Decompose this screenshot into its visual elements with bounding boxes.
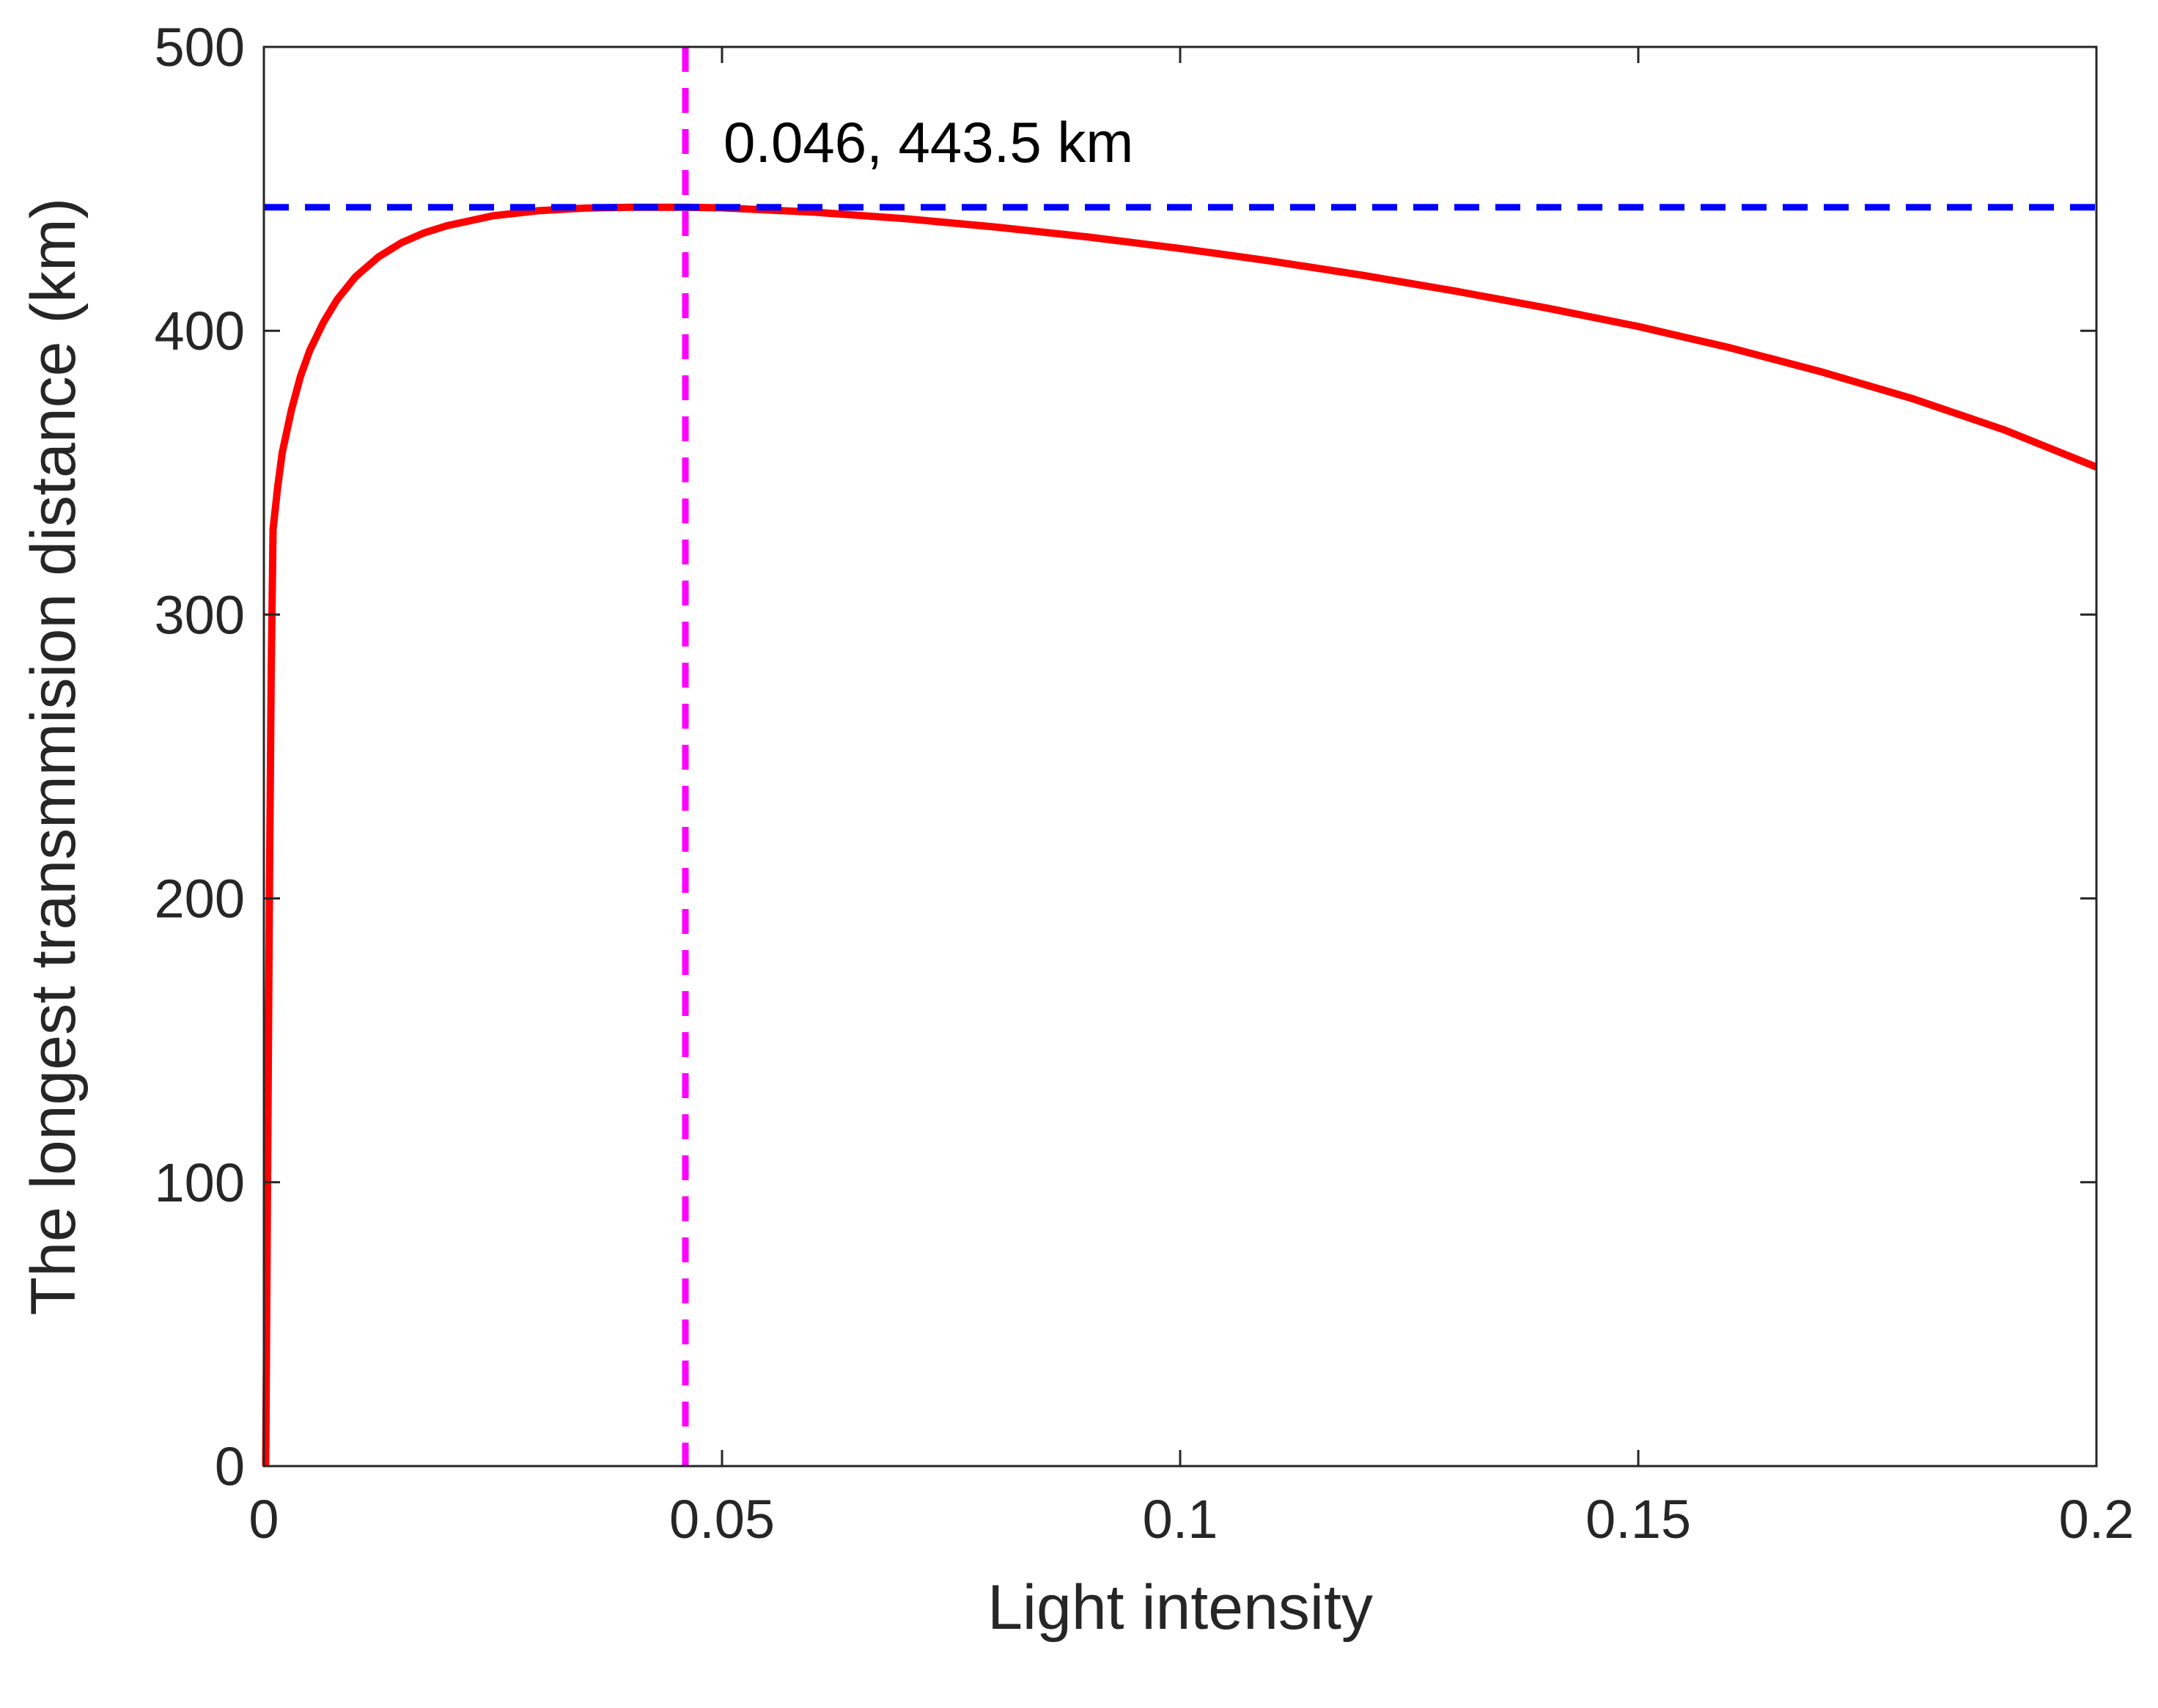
y-tick-label: 300 (155, 584, 245, 645)
x-tick-label: 0.1 (1143, 1489, 1218, 1550)
y-tick-label: 500 (155, 17, 245, 78)
y-tick-label: 0 (215, 1436, 245, 1497)
y-tick-label: 100 (155, 1152, 245, 1213)
y-tick-label: 400 (155, 301, 245, 361)
max-point-annotation: 0.046, 443.5 km (723, 110, 1133, 174)
x-axis-label: Light intensity (987, 1572, 1373, 1643)
series-line-0 (262, 203, 2098, 1467)
x-tick-label: 0.05 (669, 1489, 775, 1550)
plot-frame (262, 45, 2098, 1468)
y-axis-label: The longest transmmision distance (km) (18, 198, 89, 1316)
y-tick-label: 200 (155, 869, 245, 930)
x-tick-label: 0.2 (2059, 1489, 2135, 1550)
x-tick-label: 0 (248, 1489, 279, 1550)
x-tick-label: 0.15 (1586, 1489, 1691, 1550)
